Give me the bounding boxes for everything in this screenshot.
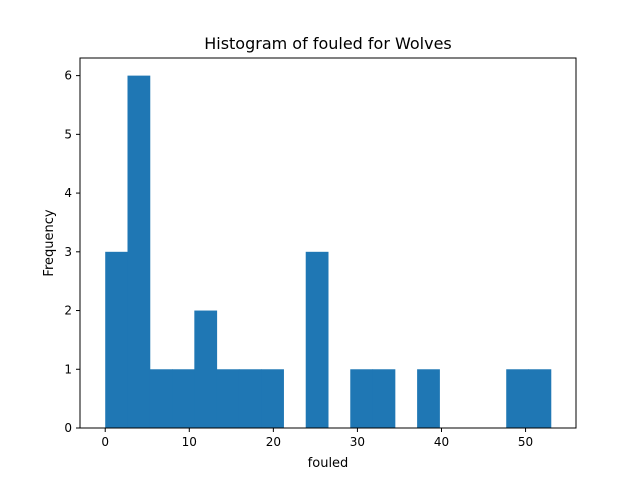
x-tick-label: 20 (266, 435, 281, 449)
y-tick-label: 4 (64, 186, 72, 200)
histogram-bar (149, 369, 173, 428)
y-axis-label: Frequency (42, 209, 57, 276)
x-axis-label: fouled (308, 456, 349, 471)
histogram-bar (305, 251, 329, 428)
histogram-bar (528, 369, 552, 428)
chart-title: Histogram of fouled for Wolves (204, 34, 452, 53)
plot-frame (79, 57, 577, 429)
x-tick-label: 50 (518, 435, 533, 449)
x-tick-label: 40 (434, 435, 449, 449)
histogram-bar (506, 369, 530, 428)
histogram-bar (127, 75, 151, 428)
histogram-bar (261, 369, 284, 428)
histogram-bar (417, 369, 440, 428)
y-tick-label: 0 (64, 421, 72, 435)
x-tick-label: 10 (182, 435, 197, 449)
histogram-bar (172, 369, 195, 428)
y-tick-label: 1 (64, 362, 72, 376)
histogram-bar (105, 251, 128, 428)
histogram-bar (216, 369, 240, 428)
y-tick-label: 5 (64, 127, 72, 141)
y-tick-label: 3 (64, 245, 72, 259)
x-tick-label: 0 (101, 435, 109, 449)
x-axis-ticks: 0 10 20 30 40 50 (101, 428, 533, 449)
bars-group (105, 75, 552, 428)
histogram-bar (372, 369, 396, 428)
y-tick-label: 2 (64, 304, 72, 318)
y-axis-ticks: 0 1 2 3 4 5 6 (64, 69, 80, 435)
histogram-bar (238, 369, 262, 428)
x-tick-label: 30 (350, 435, 365, 449)
histogram-bar (194, 310, 218, 428)
y-tick-label: 6 (64, 69, 72, 83)
histogram-bar (350, 369, 374, 428)
